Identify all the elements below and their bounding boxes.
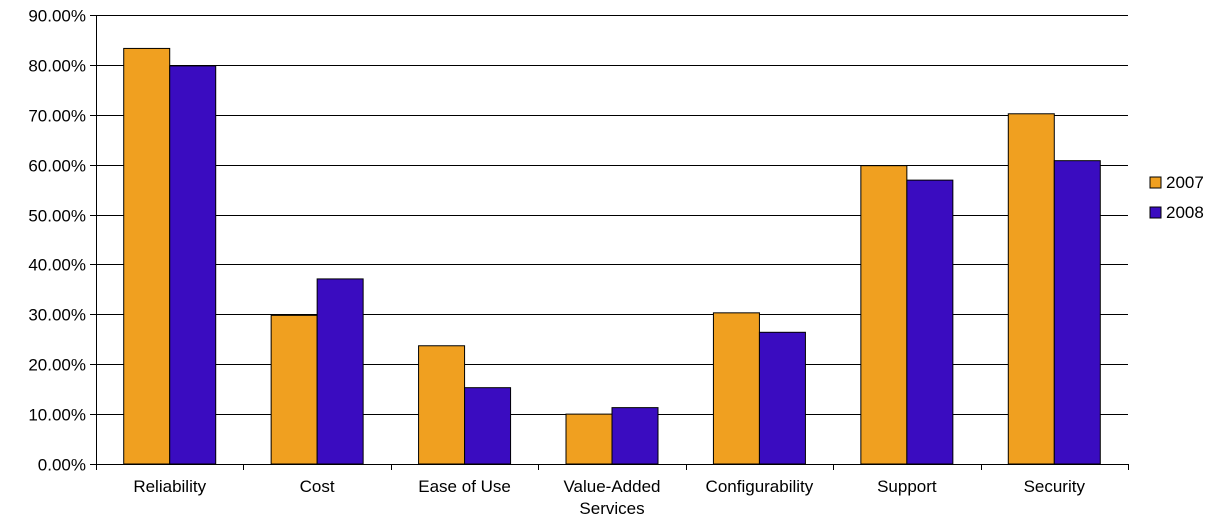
bar-2007 (860, 165, 908, 465)
y-tick-label: 30.00% (28, 306, 86, 325)
bars (123, 47, 1101, 465)
bar-2007 (565, 413, 613, 465)
x-tick-label: Configurability (706, 477, 814, 496)
y-tick-label: 90.00% (28, 7, 86, 26)
bar-2008 (316, 278, 364, 465)
bar-2007 (270, 314, 318, 465)
x-tick-label: Reliability (133, 477, 206, 496)
bar-2007 (123, 47, 171, 465)
y-tick-label: 70.00% (28, 107, 86, 126)
axes (96, 15, 1129, 470)
legend-swatch-2008 (1149, 206, 1162, 219)
bar-2008 (906, 179, 954, 465)
bar-2008 (464, 387, 512, 465)
y-tick-label: 0.00% (38, 456, 86, 475)
bar-2007 (418, 345, 466, 465)
y-axis-ticks: 0.00% 10.00% 20.00% 30.00% 40.00% 50.00% 60.00… (28, 7, 96, 475)
x-axis-labels: Reliability Cost Ease of Use Value-Added Ser… (133, 477, 1085, 518)
bar-2008 (758, 331, 806, 465)
x-tick-label: Support (877, 477, 937, 496)
bar-2008 (611, 407, 659, 465)
bar-2007 (712, 312, 760, 465)
legend-swatch-2007 (1149, 176, 1162, 189)
x-tick-label: Value-Added Services (563, 477, 660, 518)
bar-2008 (1053, 160, 1101, 465)
y-tick-label: 10.00% (28, 406, 86, 425)
x-tick-label: Ease of Use (418, 477, 511, 496)
y-tick-label: 60.00% (28, 157, 86, 176)
gridlines (96, 15, 1128, 415)
y-tick-label: 20.00% (28, 356, 86, 375)
legend-label-2007: 2007 (1166, 173, 1204, 192)
x-tick-label: Cost (300, 477, 335, 496)
x-tick-label: Security (1024, 477, 1086, 496)
y-tick-label: 50.00% (28, 207, 86, 226)
legend-label-2008: 2008 (1166, 203, 1204, 222)
y-tick-label: 40.00% (28, 256, 86, 275)
legend: 2007 2008 (1149, 173, 1204, 222)
bar-2008 (169, 65, 217, 465)
y-tick-label: 80.00% (28, 57, 86, 76)
bar-2007 (1007, 113, 1055, 465)
